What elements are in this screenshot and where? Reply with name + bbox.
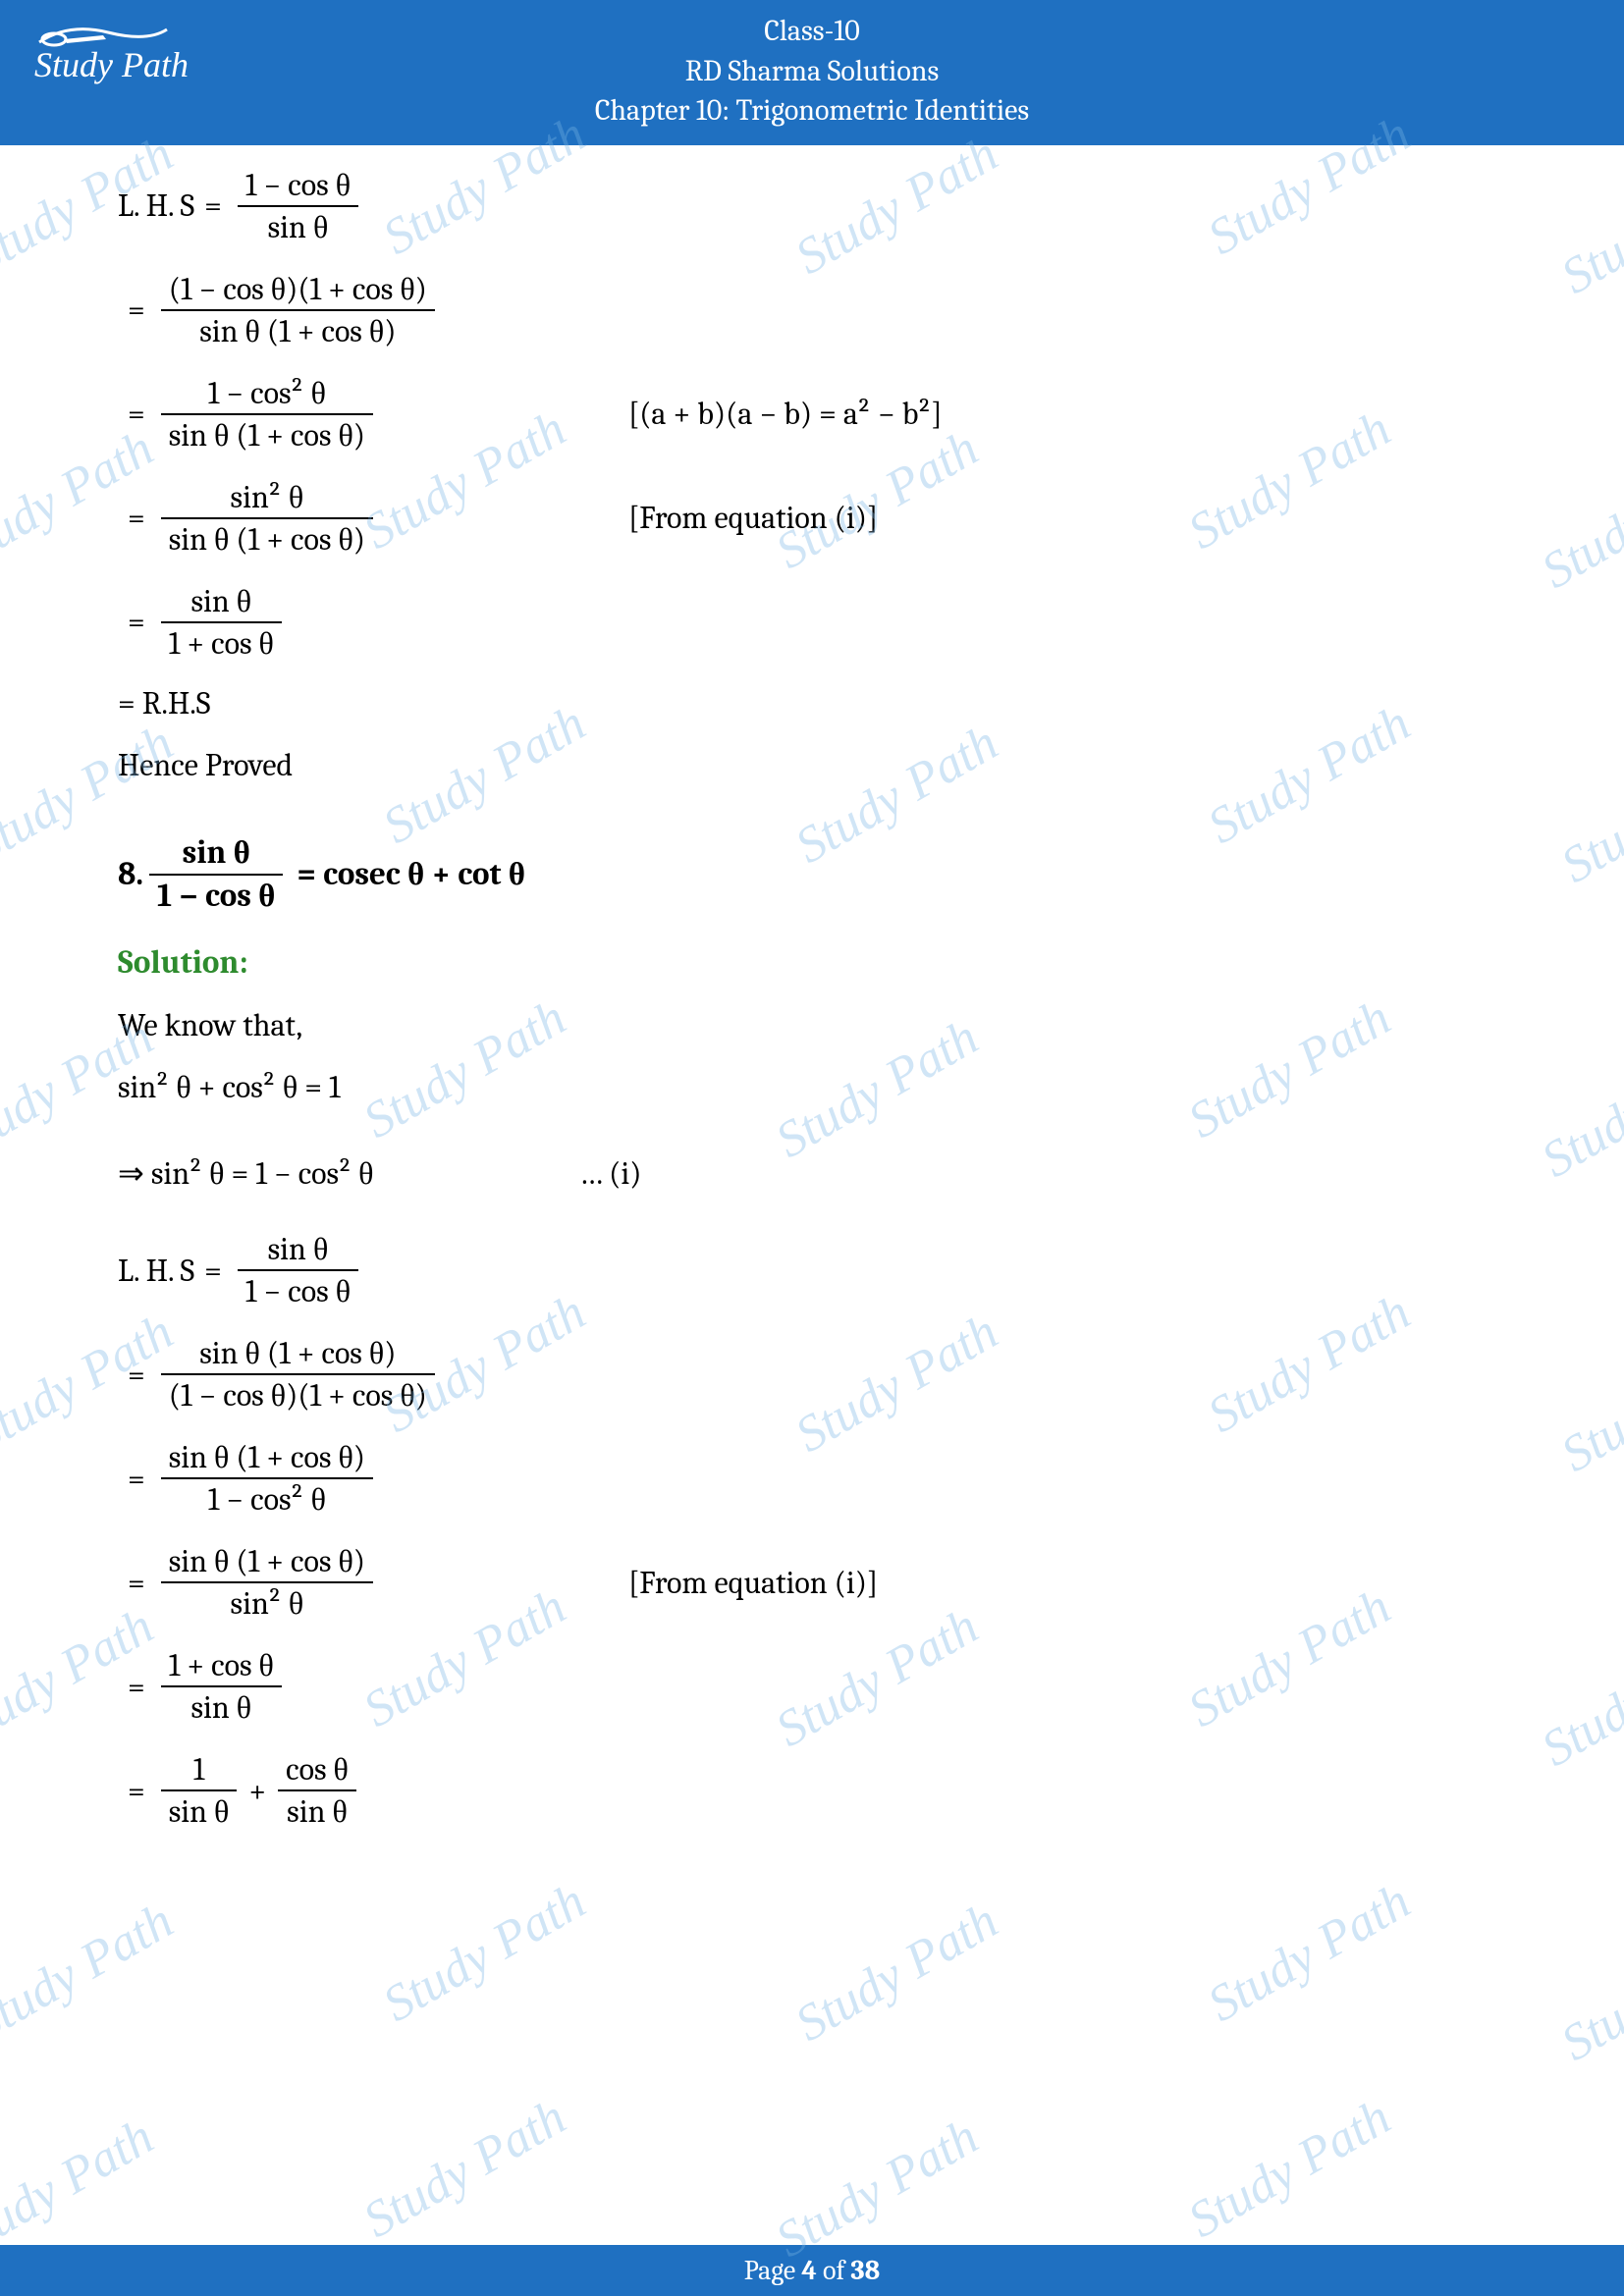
equation-ref: … (i) [579, 1155, 641, 1192]
page-total: 38 [850, 2255, 880, 2286]
math-line: = sin θ (1 + cos θ) 1 − cos² θ [118, 1437, 1506, 1520]
question-rhs: = cosec θ + cot θ [297, 856, 525, 893]
question-number: 8. [118, 856, 143, 893]
watermark-text: Study Path [353, 2088, 575, 2249]
lhs-label: L. H. S [118, 187, 194, 224]
fraction: 1 sin θ [161, 1749, 238, 1832]
watermark-text: Study Path [1198, 1872, 1420, 2033]
fraction: sin θ (1 + cos θ) 1 − cos² θ [161, 1437, 373, 1520]
math-line: = sin θ 1 + cos θ [118, 581, 1506, 664]
fraction: 1 − cos θ sin θ [238, 165, 358, 247]
lhs-label: L. H. S [118, 1253, 194, 1289]
logo: Study Path [29, 18, 206, 90]
watermark-text: Study Path [0, 1892, 183, 2053]
math-line: = sin² θ sin θ (1 + cos θ) [From equatio… [118, 477, 1506, 560]
math-line: = (1 − cos θ)(1 + cos θ) sin θ (1 + cos … [118, 269, 1506, 351]
equals-sign: = [128, 396, 145, 432]
fraction: (1 − cos θ)(1 + cos θ) sin θ (1 + cos θ) [161, 269, 435, 351]
equals-sign: = [204, 187, 222, 224]
rhs-line: = R.H.S [118, 685, 1506, 721]
fraction: sin² θ sin θ (1 + cos θ) [161, 477, 373, 560]
math-line: L. H. S = sin θ 1 − cos θ [118, 1229, 1506, 1311]
equals-sign: = [128, 1357, 145, 1393]
math-line: = sin θ (1 + cos θ) sin² θ [From equatio… [118, 1541, 1506, 1624]
plus-sign: + [248, 1773, 266, 1809]
fraction: sin θ 1 − cos θ [149, 832, 283, 918]
page-current: 4 [801, 2255, 816, 2286]
math-line: = 1 − cos² θ sin θ (1 + cos θ) [(a + b)(… [118, 373, 1506, 455]
text-line: We know that, [118, 1007, 1506, 1043]
equals-sign: = [128, 1565, 145, 1601]
equals-sign: = [128, 1773, 145, 1809]
math-line: = 1 + cos θ sin θ [118, 1645, 1506, 1728]
header-bar: Study Path Class-10 RD Sharma Solutions … [0, 0, 1624, 145]
math-line: ⇒ sin² θ = 1 − cos² θ … (i) [118, 1154, 1506, 1192]
fraction: 1 − cos² θ sin θ (1 + cos θ) [161, 373, 373, 455]
watermark-text: Study Path [1551, 1911, 1624, 2072]
equals-sign: = [204, 1253, 222, 1289]
hence-proved: Hence Proved [118, 747, 1506, 783]
fraction: sin θ 1 − cos θ [238, 1229, 358, 1311]
identity-line: sin² θ + cos² θ = 1 [118, 1069, 1506, 1105]
equals-sign: = [128, 1461, 145, 1497]
question-8: 8. sin θ 1 − cos θ = cosec θ + cot θ [118, 832, 1506, 918]
footer-bar: Page 4 of 38 [0, 2245, 1624, 2296]
equals-sign: = [128, 292, 145, 328]
annotation: [From equation (i)] [628, 1565, 878, 1601]
solution-label: Solution: [118, 944, 1506, 982]
fraction: sin θ (1 + cos θ) (1 − cos θ)(1 + cos θ) [161, 1333, 435, 1415]
watermark-text: Study Path [785, 1892, 1007, 2053]
fraction: sin θ 1 + cos θ [161, 581, 282, 664]
footer-middle: of [817, 2255, 851, 2286]
equals-sign: = [128, 1669, 145, 1705]
header-class: Class-10 [0, 12, 1624, 52]
page-content: L. H. S = 1 − cos θ sin θ = (1 − cos θ)(… [0, 145, 1624, 1833]
header-book: RD Sharma Solutions [0, 52, 1624, 92]
math-line: = 1 sin θ + cos θ sin θ [118, 1749, 1506, 1832]
logo-text: Study Path [34, 45, 189, 84]
derived-identity: ⇒ sin² θ = 1 − cos² θ [118, 1154, 373, 1192]
annotation: [From equation (i)] [628, 500, 878, 536]
fraction: 1 + cos θ sin θ [161, 1645, 282, 1728]
math-line: L. H. S = 1 − cos θ sin θ [118, 165, 1506, 247]
math-line: = sin θ (1 + cos θ) (1 − cos θ)(1 + cos … [118, 1333, 1506, 1415]
annotation: [(a + b)(a − b) = a² − b²] [628, 396, 943, 432]
watermark-text: Study Path [1178, 2088, 1400, 2249]
equals-sign: = [128, 604, 145, 640]
fraction: sin θ (1 + cos θ) sin² θ [161, 1541, 373, 1624]
equals-sign: = [128, 500, 145, 536]
watermark-text: Study Path [373, 1872, 595, 2033]
footer-prefix: Page [744, 2255, 802, 2286]
studypath-logo-icon: Study Path [29, 18, 206, 86]
header-chapter: Chapter 10: Trigonometric Identities [0, 91, 1624, 132]
fraction: cos θ sin θ [278, 1749, 356, 1832]
